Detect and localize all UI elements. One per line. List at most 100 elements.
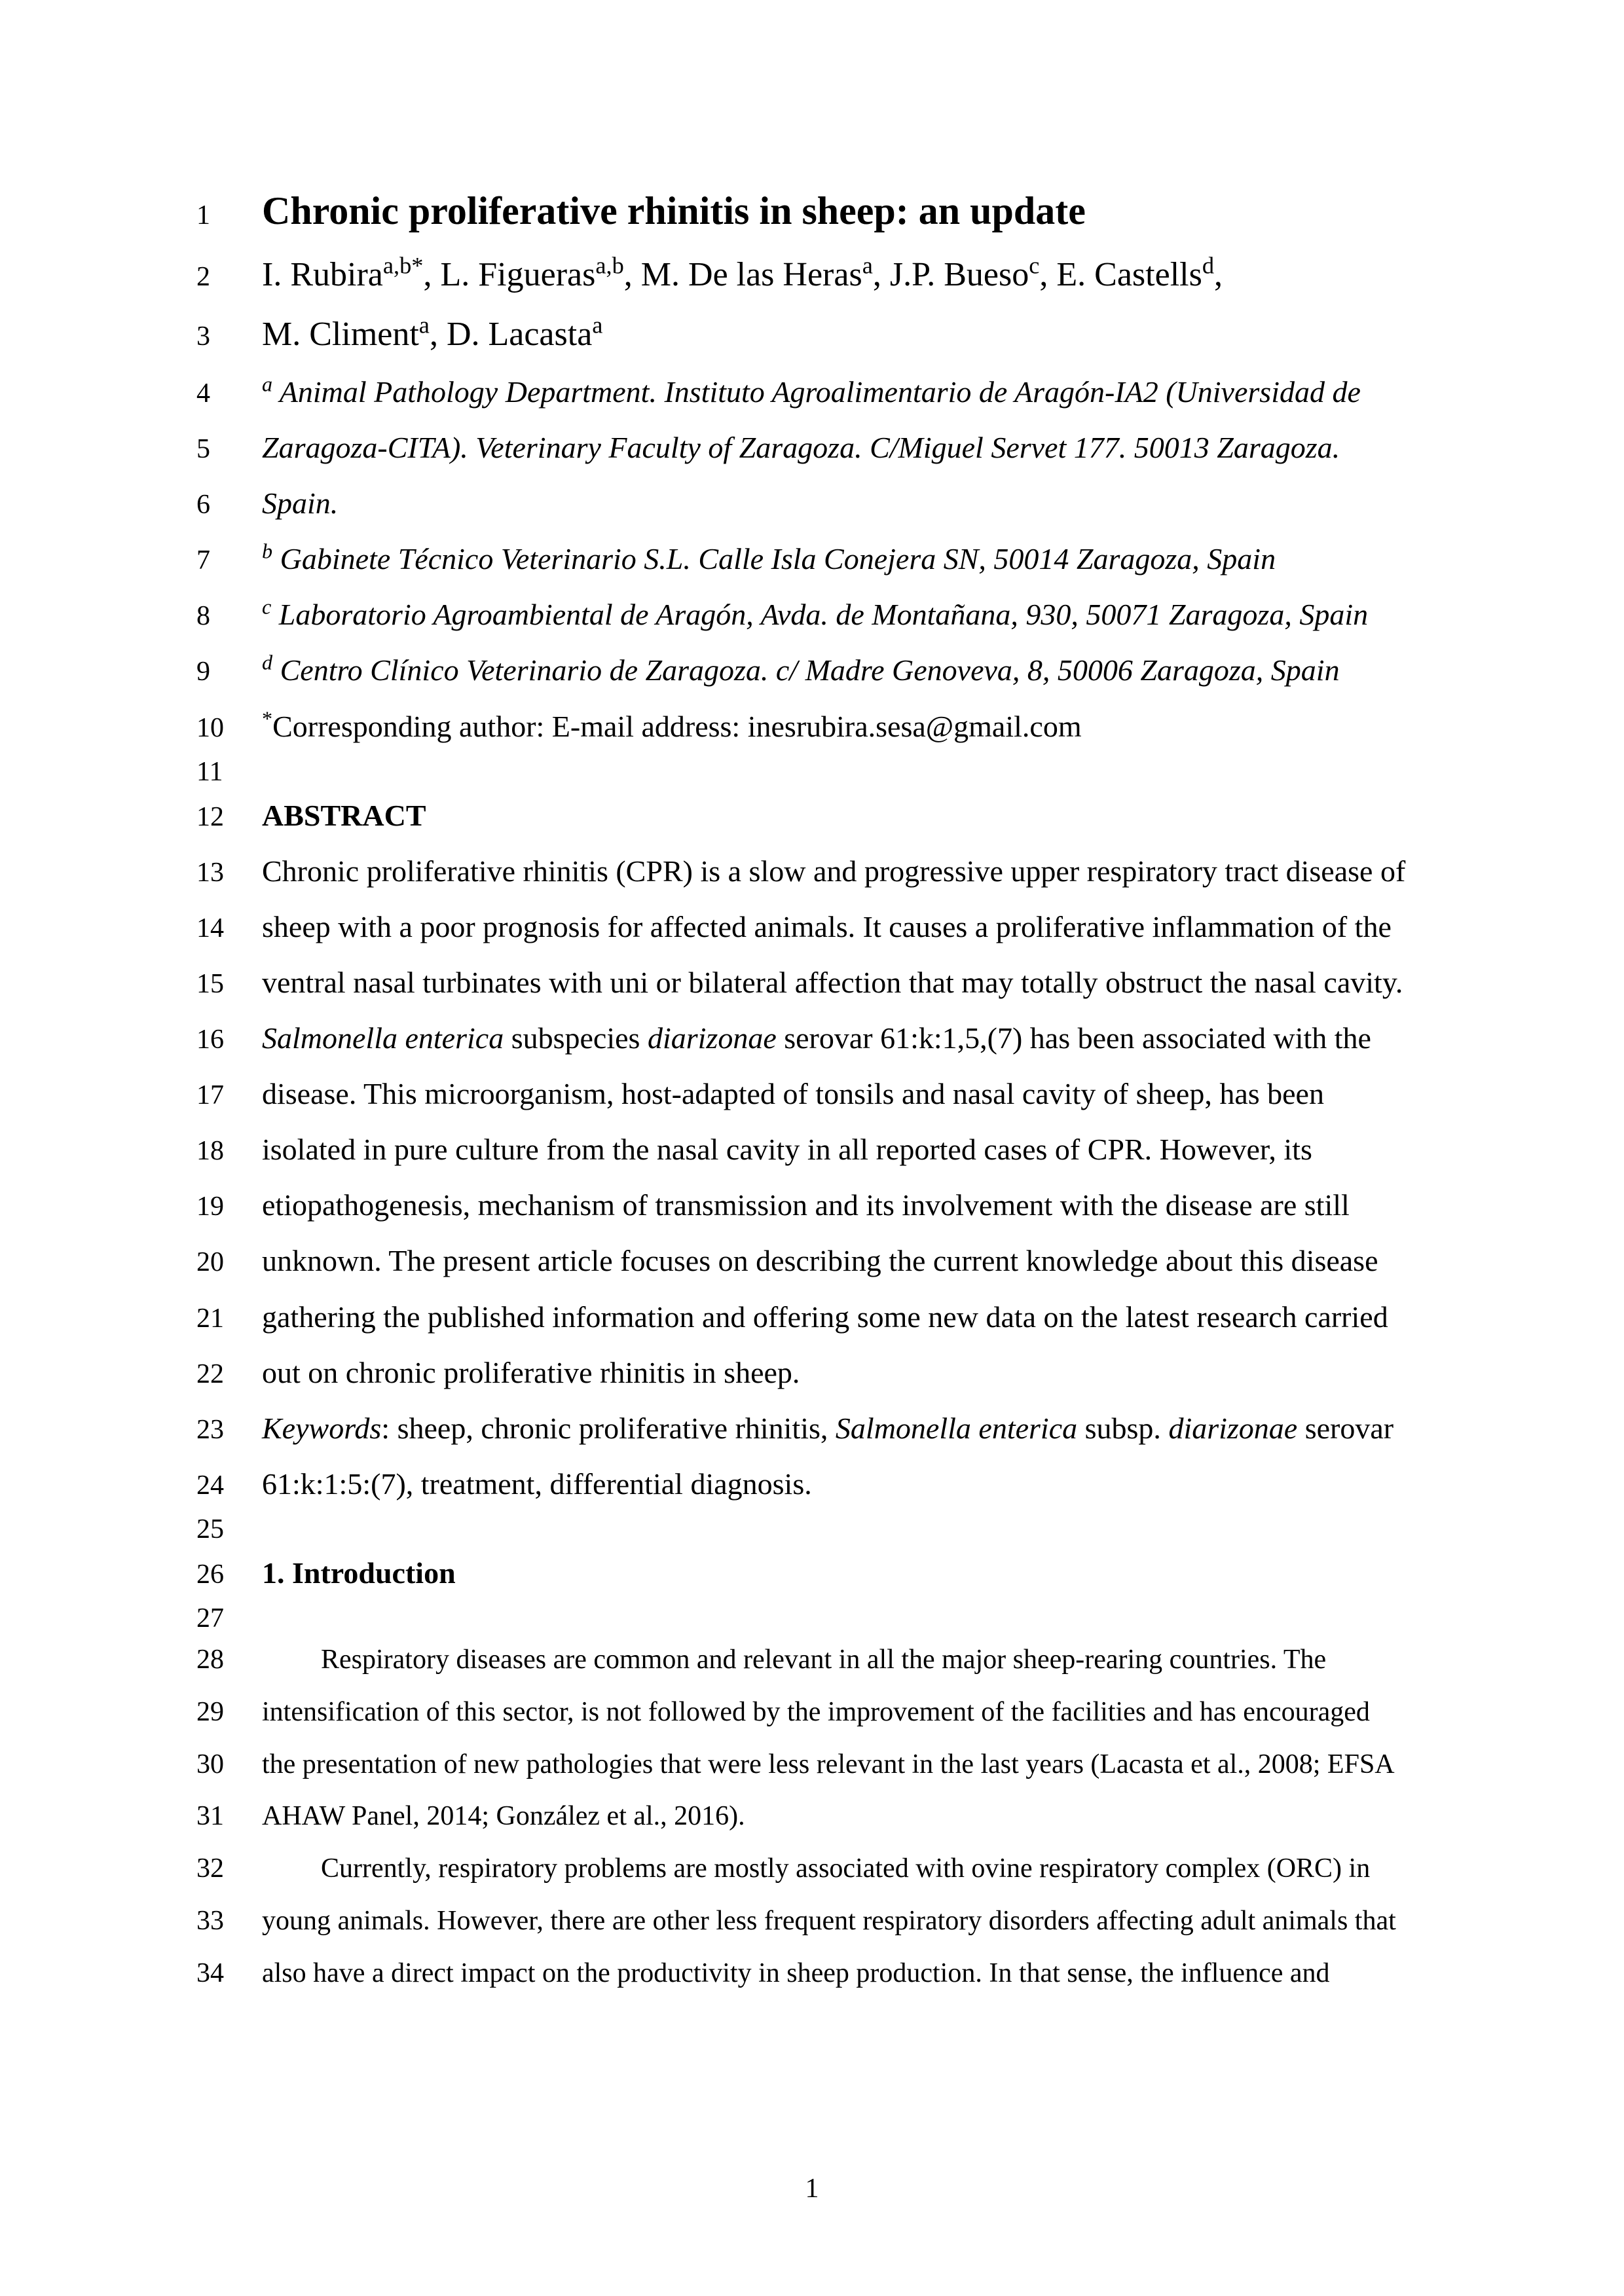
line-number: 33 <box>196 1905 262 1937</box>
line-number: 1 <box>196 200 262 231</box>
abstract-text: out on chronic proliferative rhinitis in… <box>262 1345 1428 1400</box>
line-number: 24 <box>196 1470 262 1501</box>
line-number: 12 <box>196 801 262 833</box>
keywords-text: Keywords: sheep, chronic proliferative r… <box>262 1400 1428 1456</box>
line-number: 32 <box>196 1853 262 1884</box>
affiliation-text: c Laboratorio Agroambiental de Aragón, A… <box>262 587 1428 642</box>
line-number: 11 <box>196 756 262 788</box>
line-number: 21 <box>196 1303 262 1334</box>
keywords-row: 23 Keywords: sheep, chronic proliferativ… <box>196 1400 1428 1456</box>
affiliation-row: 9 d Centro Clínico Veterinario de Zarago… <box>196 642 1428 698</box>
body-row: 31 AHAW Panel, 2014; González et al., 20… <box>196 1791 1428 1843</box>
empty-row: 27 <box>196 1601 1428 1634</box>
abstract-row: 14 sheep with a poor prognosis for affec… <box>196 899 1428 955</box>
line-number: 26 <box>196 1559 262 1590</box>
intro-heading: 1. Introduction <box>262 1545 1428 1601</box>
affiliation-text: Spain. <box>262 475 1428 531</box>
abstract-row: 16 Salmonella enterica subspecies diariz… <box>196 1010 1428 1066</box>
authors-line-2: M. Climenta, D. Lacastaa <box>262 304 1428 364</box>
abstract-row: 22 out on chronic proliferative rhinitis… <box>196 1345 1428 1400</box>
abstract-text: gathering the published information and … <box>262 1289 1428 1345</box>
abstract-row: 17 disease. This microorganism, host-ada… <box>196 1066 1428 1121</box>
abstract-row: 15 ventral nasal turbinates with uni or … <box>196 955 1428 1010</box>
abstract-text: etiopathogenesis, mechanism of transmiss… <box>262 1177 1428 1233</box>
empty <box>262 1601 1428 1627</box>
keywords-row: 24 61:k:1:5:(7), treatment, differential… <box>196 1456 1428 1512</box>
abstract-heading: ABSTRACT <box>262 788 1428 843</box>
title-row: 1 Chronic proliferative rhinitis in shee… <box>196 183 1428 238</box>
line-number: 7 <box>196 545 262 576</box>
line-number: 9 <box>196 656 262 687</box>
keywords-text: 61:k:1:5:(7), treatment, differential di… <box>262 1456 1428 1512</box>
line-number: 27 <box>196 1603 262 1634</box>
line-number: 2 <box>196 261 262 293</box>
body-text: AHAW Panel, 2014; González et al., 2016)… <box>262 1791 1428 1843</box>
line-number: 28 <box>196 1644 262 1675</box>
affiliation-text: a Animal Pathology Department. Instituto… <box>262 364 1428 420</box>
body-text: intensification of this sector, is not f… <box>262 1686 1428 1739</box>
page-number: 1 <box>805 2173 819 2204</box>
abstract-text: unknown. The present article focuses on … <box>262 1233 1428 1288</box>
line-number: 23 <box>196 1414 262 1446</box>
authors-row: 2 I. Rubiraa,b*, L. Figuerasa,b, M. De l… <box>196 245 1428 304</box>
intro-heading-row: 26 1. Introduction <box>196 1545 1428 1601</box>
line-number: 19 <box>196 1191 262 1222</box>
affiliation-text: Zaragoza-CITA). Veterinary Faculty of Za… <box>262 420 1428 475</box>
line-number: 20 <box>196 1247 262 1278</box>
affiliation-row: 8 c Laboratorio Agroambiental de Aragón,… <box>196 587 1428 642</box>
body-text: young animals. However, there are other … <box>262 1895 1428 1948</box>
body-text: the presentation of new pathologies that… <box>262 1739 1428 1791</box>
body-row: 29 intensification of this sector, is no… <box>196 1686 1428 1739</box>
affiliation-row: 5 Zaragoza-CITA). Veterinary Faculty of … <box>196 420 1428 475</box>
corresponding-row: 10 *Corresponding author: E-mail address… <box>196 699 1428 754</box>
line-number: 13 <box>196 857 262 888</box>
abstract-text: Chronic proliferative rhinitis (CPR) is … <box>262 843 1428 899</box>
line-number: 14 <box>196 913 262 944</box>
abstract-text: isolated in pure culture from the nasal … <box>262 1121 1428 1177</box>
body-row: 34 also have a direct impact on the prod… <box>196 1948 1428 2000</box>
empty <box>262 754 1428 780</box>
abstract-row: 13 Chronic proliferative rhinitis (CPR) … <box>196 843 1428 899</box>
line-number: 25 <box>196 1514 262 1545</box>
body-row: 32 Currently, respiratory problems are m… <box>196 1843 1428 1895</box>
line-number: 16 <box>196 1024 262 1055</box>
line-number: 30 <box>196 1749 262 1780</box>
corresponding-text: *Corresponding author: E-mail address: i… <box>262 699 1428 754</box>
body-text: Respiratory diseases are common and rele… <box>262 1634 1428 1686</box>
authors-row: 3 M. Climenta, D. Lacastaa <box>196 304 1428 364</box>
body-row: 28 Respiratory diseases are common and r… <box>196 1634 1428 1686</box>
line-number: 29 <box>196 1696 262 1728</box>
line-number: 5 <box>196 433 262 465</box>
abstract-heading-row: 12 ABSTRACT <box>196 788 1428 843</box>
abstract-row: 20 unknown. The present article focuses … <box>196 1233 1428 1288</box>
authors-line-1: I. Rubiraa,b*, L. Figuerasa,b, M. De las… <box>262 245 1428 304</box>
line-number: 31 <box>196 1800 262 1832</box>
affiliation-row: 7 b Gabinete Técnico Veterinario S.L. Ca… <box>196 531 1428 587</box>
empty <box>262 1512 1428 1538</box>
abstract-row: 19 etiopathogenesis, mechanism of transm… <box>196 1177 1428 1233</box>
affiliation-text: b Gabinete Técnico Veterinario S.L. Call… <box>262 531 1428 587</box>
page: 1 Chronic proliferative rhinitis in shee… <box>0 0 1624 2296</box>
line-number: 6 <box>196 489 262 520</box>
affiliation-row: 4 a Animal Pathology Department. Institu… <box>196 364 1428 420</box>
abstract-text: ventral nasal turbinates with uni or bil… <box>262 955 1428 1010</box>
line-number: 3 <box>196 321 262 352</box>
line-number: 10 <box>196 712 262 744</box>
line-number: 17 <box>196 1080 262 1111</box>
abstract-row: 21 gathering the published information a… <box>196 1289 1428 1345</box>
body-row: 30 the presentation of new pathologies t… <box>196 1739 1428 1791</box>
line-number: 18 <box>196 1135 262 1167</box>
line-number: 22 <box>196 1358 262 1390</box>
body-text: Currently, respiratory problems are most… <box>262 1843 1428 1895</box>
line-number: 4 <box>196 378 262 409</box>
affiliation-row: 6 Spain. <box>196 475 1428 531</box>
abstract-text: sheep with a poor prognosis for affected… <box>262 899 1428 955</box>
abstract-text: Salmonella enterica subspecies diarizona… <box>262 1010 1428 1066</box>
body-row: 33 young animals. However, there are oth… <box>196 1895 1428 1948</box>
line-number: 15 <box>196 968 262 1000</box>
body-text: also have a direct impact on the product… <box>262 1948 1428 2000</box>
affiliation-text: d Centro Clínico Veterinario de Zaragoza… <box>262 642 1428 698</box>
empty-row: 25 <box>196 1512 1428 1545</box>
abstract-row: 18 isolated in pure culture from the nas… <box>196 1121 1428 1177</box>
empty-row: 11 <box>196 754 1428 788</box>
